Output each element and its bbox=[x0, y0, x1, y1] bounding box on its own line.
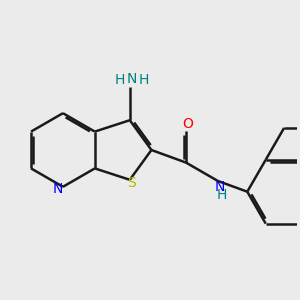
Text: N: N bbox=[214, 179, 225, 194]
Text: H: H bbox=[114, 74, 125, 88]
Text: N: N bbox=[126, 72, 137, 86]
Text: N: N bbox=[52, 182, 63, 196]
Text: S: S bbox=[127, 176, 136, 190]
Text: O: O bbox=[182, 117, 193, 131]
Text: H: H bbox=[216, 188, 227, 202]
Text: H: H bbox=[139, 74, 149, 88]
